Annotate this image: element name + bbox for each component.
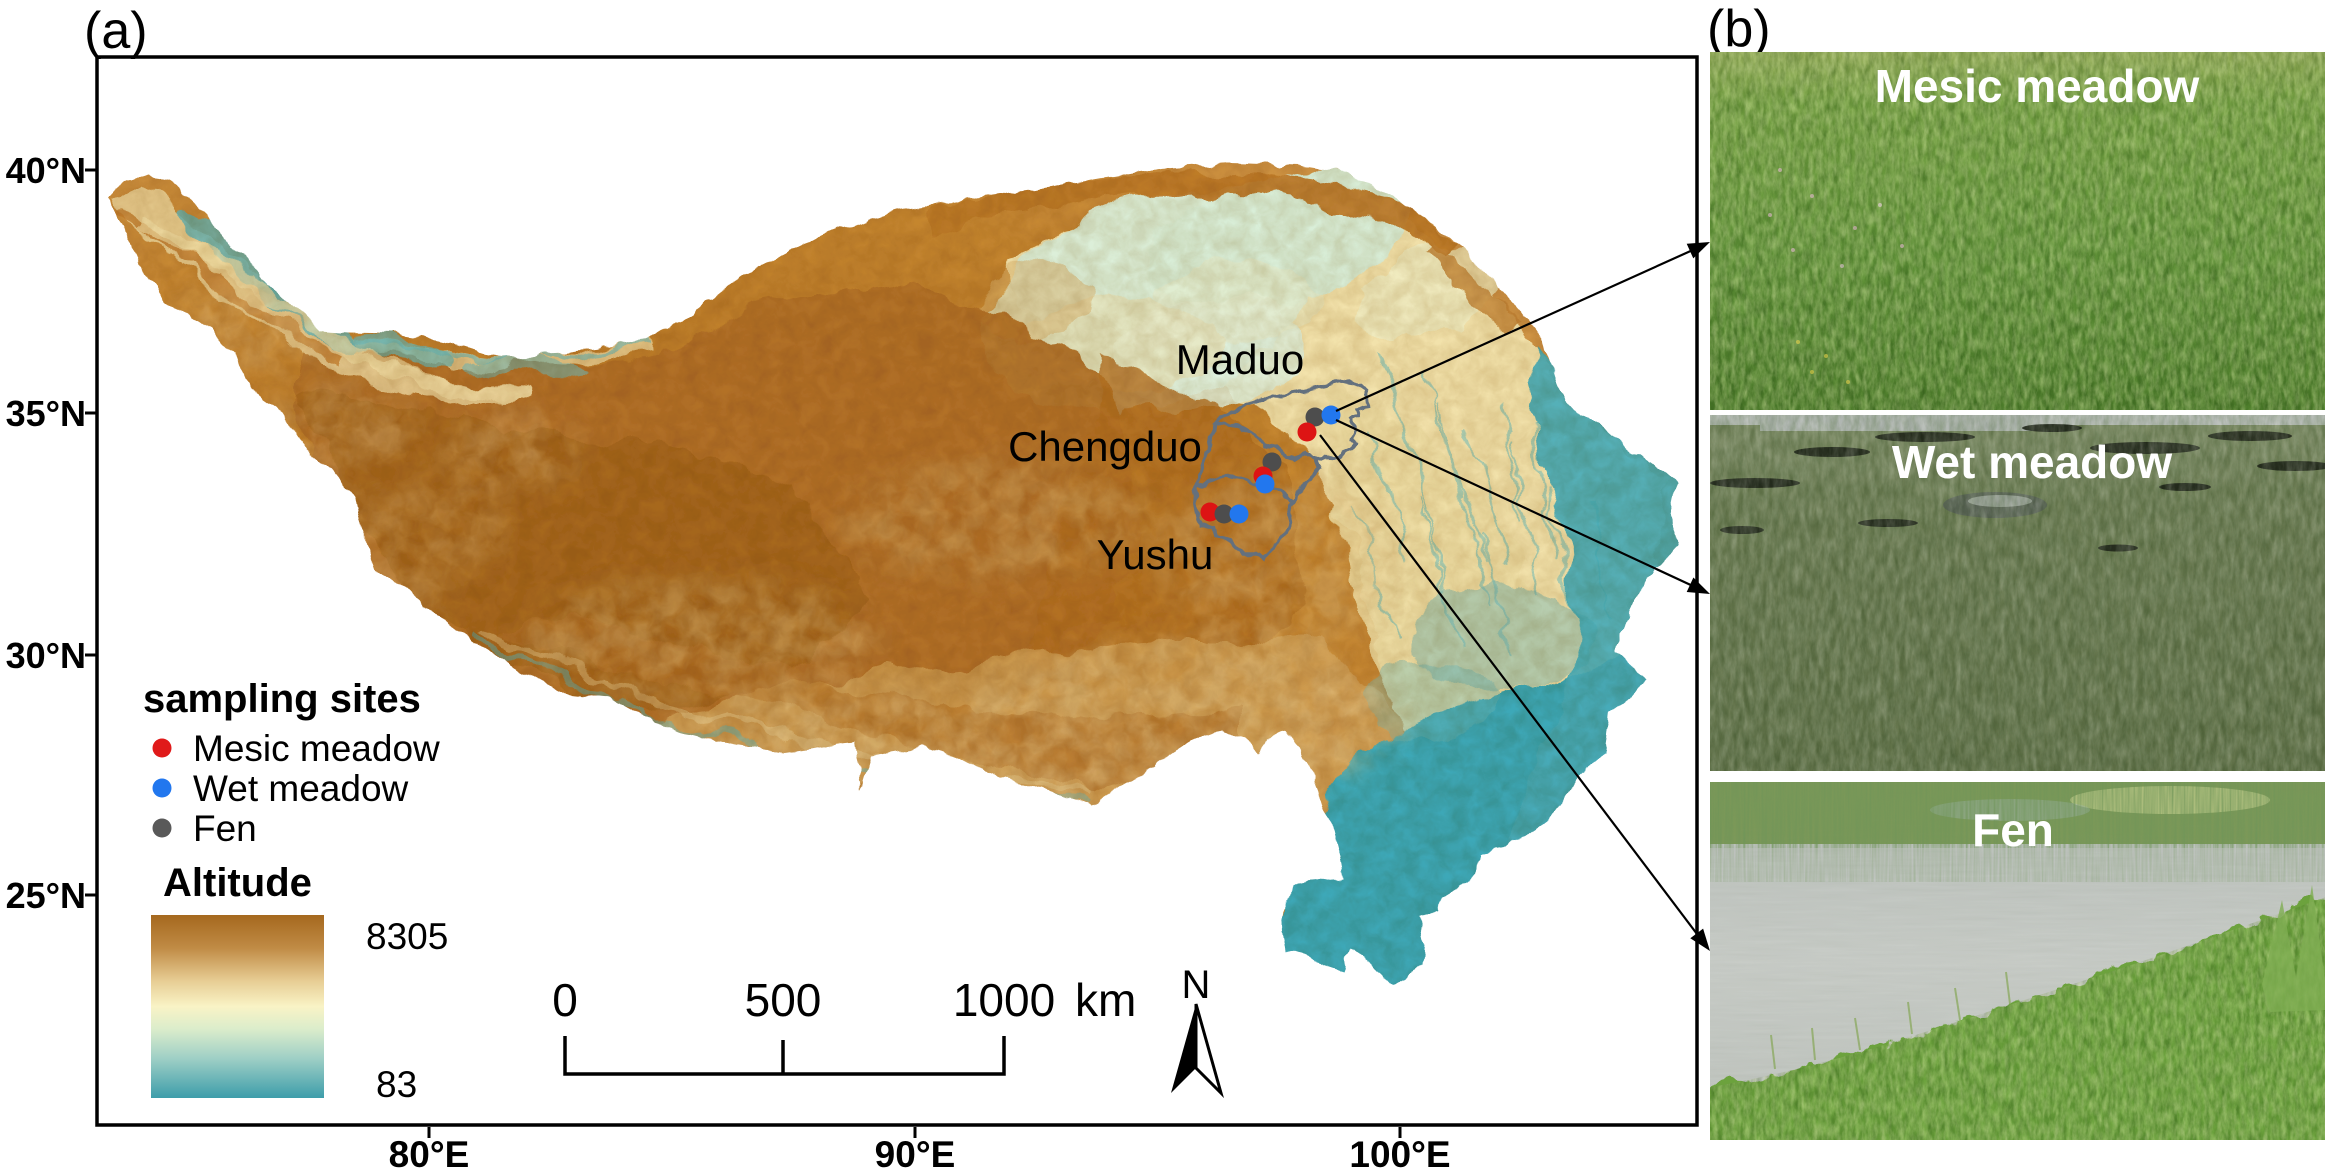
svg-text:500: 500 [745,974,822,1026]
svg-text:Wet meadow: Wet meadow [193,768,409,809]
svg-text:(a): (a) [84,2,148,60]
svg-text:40°N: 40°N [6,150,86,191]
svg-text:Mesic meadow: Mesic meadow [193,728,440,769]
svg-text:Mesic meadow: Mesic meadow [1875,60,2200,112]
svg-text:8305: 8305 [366,916,448,957]
svg-text:km: km [1075,974,1136,1026]
svg-text:Fen: Fen [1972,804,2054,856]
svg-text:83: 83 [376,1064,417,1105]
svg-text:Altitude: Altitude [163,861,312,905]
svg-text:0: 0 [552,974,578,1026]
svg-text:25°N: 25°N [6,875,86,916]
svg-text:Wet meadow: Wet meadow [1892,436,2173,488]
svg-text:Fen: Fen [193,808,257,849]
svg-text:Yushu: Yushu [1097,531,1214,578]
svg-text:90°E: 90°E [875,1134,956,1172]
svg-text:30°N: 30°N [6,635,86,676]
svg-text:35°N: 35°N [6,393,86,434]
svg-text:N: N [1182,963,1211,1007]
svg-text:(b): (b) [1707,0,1771,58]
svg-text:1000: 1000 [953,974,1055,1026]
svg-text:Maduo: Maduo [1176,336,1304,383]
svg-text:100°E: 100°E [1349,1134,1450,1172]
svg-text:Chengduo: Chengduo [1008,423,1202,470]
svg-text:sampling sites: sampling sites [143,677,421,721]
svg-text:80°E: 80°E [389,1134,470,1172]
